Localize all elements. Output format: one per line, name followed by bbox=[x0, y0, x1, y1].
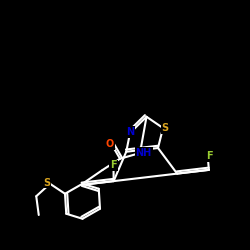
Text: O: O bbox=[106, 139, 114, 149]
Text: S: S bbox=[44, 178, 51, 188]
Text: F: F bbox=[206, 151, 213, 161]
Text: S: S bbox=[162, 123, 168, 133]
Text: NH: NH bbox=[136, 148, 152, 158]
Text: F: F bbox=[110, 160, 117, 170]
Text: N: N bbox=[126, 127, 134, 137]
